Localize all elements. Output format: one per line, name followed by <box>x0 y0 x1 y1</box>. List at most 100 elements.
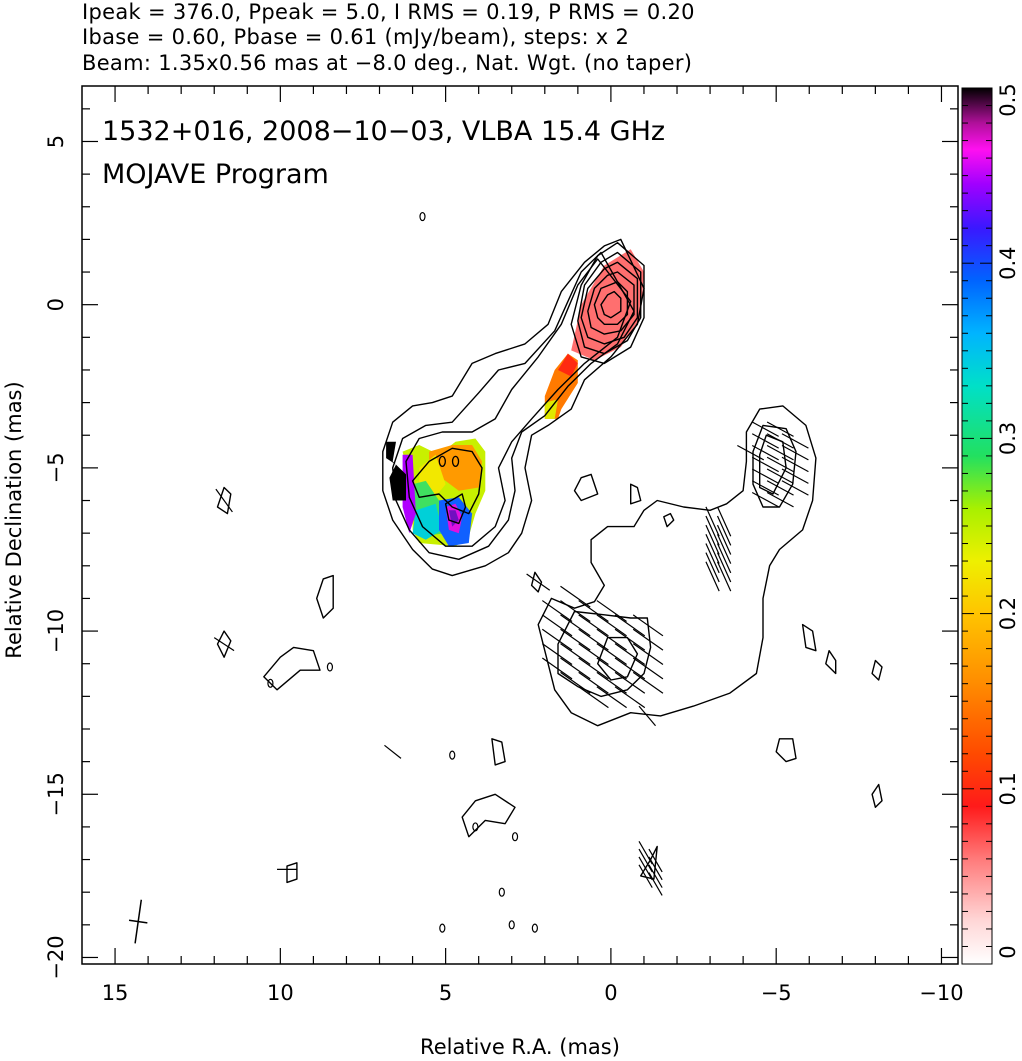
contour-core-1 <box>570 242 645 365</box>
contour-small-13 <box>573 473 599 502</box>
evpa-east-10 <box>751 456 779 473</box>
contour-small-7 <box>491 738 506 766</box>
header-line-1: Ipeak = 376.0, Ppeak = 5.0, I RMS = 0.19… <box>82 0 695 24</box>
annotation-line-2: MOJAVE Program <box>102 159 329 190</box>
evpa-east-3 <box>766 480 794 496</box>
contour-small-3 <box>216 486 232 515</box>
evpa-small-1 <box>648 864 663 888</box>
evpa-east-0 <box>766 491 794 508</box>
contour-east-2 <box>752 424 797 508</box>
evpa-east-12 <box>766 444 794 461</box>
evpa-east-2 <box>781 480 809 496</box>
evpa-south-21 <box>614 628 646 651</box>
colorbar-tick-label: 0.1 <box>996 772 1020 805</box>
contour-east-outer <box>537 405 817 727</box>
evpa-isolated-5 <box>526 573 551 591</box>
contour-speck-8 <box>449 750 456 760</box>
evpa-south-13 <box>541 657 573 680</box>
evpa-layer <box>128 421 809 944</box>
evpa-south-24 <box>560 628 591 651</box>
contour-small-12 <box>871 659 883 681</box>
contour-speck-7 <box>531 923 538 933</box>
contour-core-6 <box>600 290 622 319</box>
beam-minor-axis <box>128 919 148 924</box>
contour-east-3 <box>759 434 787 495</box>
plot-frame <box>81 85 959 965</box>
contour-speck-5 <box>508 920 515 930</box>
x-tick-label: 5 <box>439 981 452 1005</box>
contour-small-1 <box>775 738 797 763</box>
y-tick-label: 5 <box>44 135 68 148</box>
contour-speck-6 <box>439 923 446 933</box>
contour-core-2 <box>577 251 642 355</box>
evpa-filament-12 <box>716 506 732 537</box>
x-tick-label: −10 <box>919 981 963 1005</box>
evpa-south-16 <box>596 643 627 666</box>
evpa-filament-5 <box>705 543 720 574</box>
evpa-south-28 <box>596 614 627 637</box>
axis-ticks: 15 10 5 0 −5 −10 5 0 −5 −10 −15 −20 <box>44 86 964 1005</box>
pol-inner-jet-red <box>558 353 578 377</box>
evpa-isolated-6 <box>638 705 656 727</box>
evpa-small-2 <box>638 864 653 888</box>
evpa-filament-13 <box>705 506 720 537</box>
evpa-small-7 <box>638 840 653 865</box>
evpa-south-17 <box>578 643 609 666</box>
y-tick-label: −5 <box>44 452 68 483</box>
evpa-filament-11 <box>705 515 720 546</box>
evpa-east-14 <box>737 444 765 461</box>
evpa-filament-1 <box>705 561 720 592</box>
colorbar-tick-label: 0.4 <box>996 246 1020 279</box>
evpa-east-8 <box>781 456 809 473</box>
y-tick-label: 0 <box>44 298 68 311</box>
x-tick-label: 10 <box>267 981 294 1005</box>
evpa-filament-3 <box>705 552 720 583</box>
evpa-south-26 <box>632 614 664 637</box>
header-line-3: Beam: 1.35x0.56 mas at −8.0 deg., Nat. W… <box>82 51 693 75</box>
evpa-south-18 <box>560 643 591 666</box>
evpa-filament-4 <box>716 543 732 574</box>
evpa-south-22 <box>596 628 627 651</box>
evpa-south-3 <box>632 671 664 694</box>
evpa-east-16 <box>766 433 794 449</box>
x-tick-label: 0 <box>604 981 617 1005</box>
evpa-south-29 <box>578 614 609 637</box>
evpa-east-19 <box>751 421 779 437</box>
contour-small-6 <box>461 793 516 838</box>
evpa-small-0 <box>648 872 663 896</box>
evpa-east-7 <box>751 468 779 484</box>
y-axis-label: Relative Declination (mas) <box>2 381 26 658</box>
contour-small-11 <box>871 783 883 808</box>
contour-jet-2 <box>392 251 635 560</box>
contour-small-14 <box>630 483 642 505</box>
evpa-east-11 <box>781 444 809 461</box>
evpa-small-3 <box>648 856 663 881</box>
polarization-layer <box>386 249 644 547</box>
evpa-south-0 <box>614 686 646 709</box>
header-line-2: Ibase = 0.60, Pbase = 0.61 (mJy/beam), s… <box>82 25 630 49</box>
x-tick-label: −5 <box>761 981 792 1005</box>
y-tick-label: −20 <box>44 935 68 979</box>
evpa-south-25 <box>541 628 573 651</box>
evpa-filament-0 <box>716 561 732 592</box>
evpa-small-5 <box>648 848 663 873</box>
contour-small-17 <box>663 512 675 528</box>
contour-core-4 <box>587 271 635 335</box>
evpa-south-30 <box>560 614 591 637</box>
evpa-south-11 <box>578 657 609 680</box>
contour-speck-2 <box>326 662 334 672</box>
contour-knot-inner <box>411 447 483 515</box>
evpa-filament-8 <box>716 524 732 555</box>
contour-small-10 <box>825 650 837 675</box>
evpa-south-31 <box>541 614 573 637</box>
evpa-south-4 <box>614 671 646 694</box>
evpa-east-17 <box>751 433 779 449</box>
evpa-small-6 <box>638 848 653 873</box>
evpa-filament-9 <box>705 524 720 555</box>
evpa-south-23 <box>578 628 609 651</box>
contour-speck-9 <box>472 822 479 832</box>
evpa-isolated-2 <box>213 637 235 652</box>
evpa-south-12 <box>560 657 591 680</box>
evpa-south-9 <box>614 657 646 680</box>
x-axis-label: Relative R.A. (mas) <box>420 1035 620 1059</box>
